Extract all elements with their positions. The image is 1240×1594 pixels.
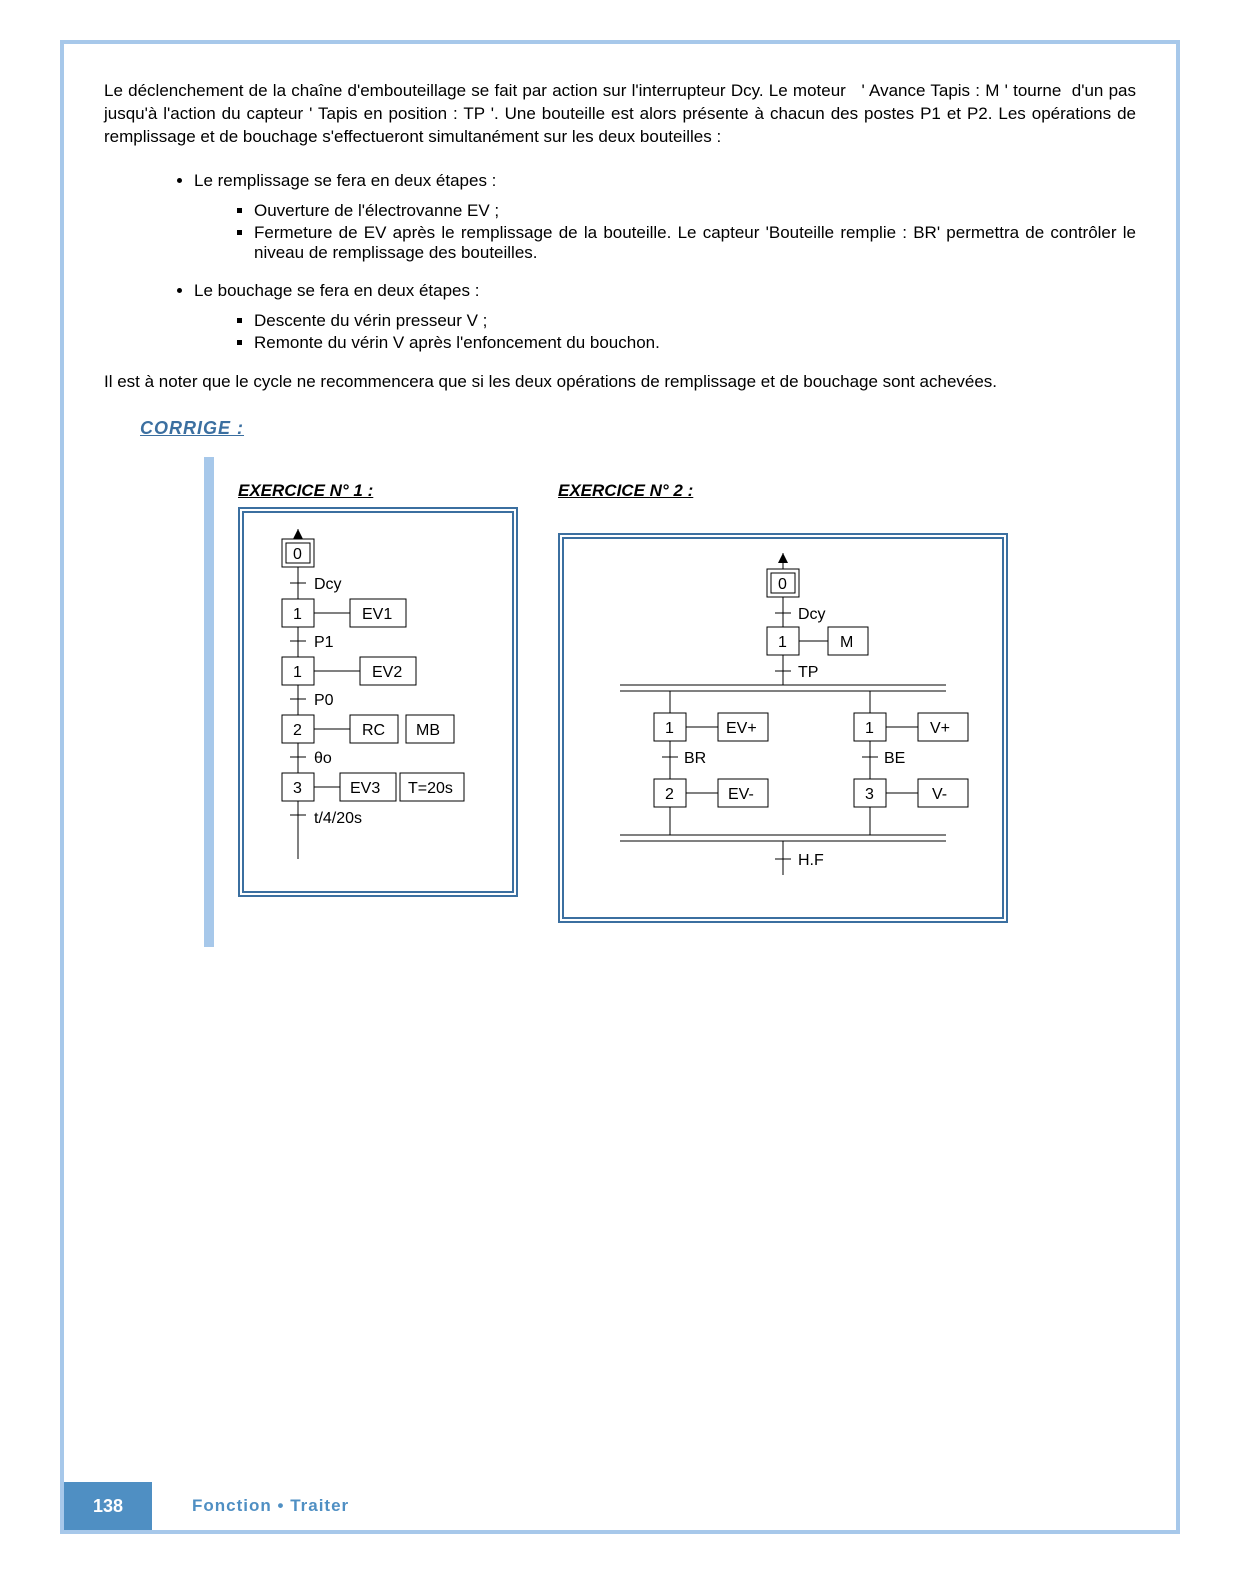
ex1-t-dcy: Dcy: [314, 576, 342, 593]
ex1-step-1a: 1: [293, 606, 302, 623]
corrige-heading: CORRIGE :: [140, 418, 1136, 439]
ex1-t-p1: P1: [314, 634, 334, 651]
ex2-step-r3: 3: [865, 786, 874, 803]
exercises-row: EXERCICE N° 1 : 0 Dcy: [238, 481, 1136, 923]
ex1-step-3: 3: [293, 780, 302, 797]
ex2-t-tp: TP: [798, 664, 818, 681]
list-level2-a: Ouverture de l'électrovanne EV ; Fermetu…: [254, 201, 1136, 263]
sub-b2: Remonte du vérin V après l'enfoncement d…: [254, 333, 1136, 353]
exercice-1: EXERCICE N° 1 : 0 Dcy: [238, 481, 518, 923]
grafcet-1-svg: 0 Dcy 1 EV1 P1: [240, 509, 516, 895]
ex2-step-0: 0: [778, 576, 787, 593]
sub-a1: Ouverture de l'électrovanne EV ;: [254, 201, 1136, 221]
list-level1: Le remplissage se fera en deux étapes : …: [194, 171, 1136, 263]
bullet-bouchage: Le bouchage se fera en deux étapes : Des…: [194, 281, 1136, 353]
grafcet-1-frame: 0 Dcy 1 EV1 P1: [238, 507, 518, 897]
ex1-a-ev3: EV3: [350, 780, 380, 797]
ex1-t-theta: θo: [314, 750, 332, 767]
grafcet-2-frame: 0 Dcy 1 M TP: [558, 533, 1008, 923]
ex1-title: EXERCICE N° 1 :: [238, 481, 373, 501]
ex2-title: EXERCICE N° 2 :: [558, 481, 693, 501]
paragraph-note: Il est à noter que le cycle ne recommenc…: [104, 371, 1136, 394]
ex1-a-rc: RC: [362, 722, 385, 739]
footer-traiter: Traiter: [290, 1496, 349, 1515]
ex2-a-evm: EV-: [728, 786, 754, 803]
ex1-step-0: 0: [293, 546, 302, 563]
sub-a2: Fermeture de EV après le remplissage de …: [254, 223, 1136, 263]
ex1-t-p0: P0: [314, 692, 334, 709]
page-frame: Le déclenchement de la chaîne d'emboutei…: [60, 40, 1180, 1534]
ex1-t-t4: t/4/20s: [314, 810, 362, 827]
ex2-a-vp: V+: [930, 720, 950, 737]
ex1-a-mb: MB: [416, 722, 440, 739]
ex1-a-t20: T=20s: [408, 780, 453, 797]
ex2-t-hf: H.F: [798, 852, 824, 869]
bullet-text-b: Le bouchage se fera en deux étapes :: [194, 281, 479, 300]
bullet-text: Le remplissage se fera en deux étapes :: [194, 171, 496, 190]
list-level2-b: Descente du vérin presseur V ; Remonte d…: [254, 311, 1136, 353]
paragraph-intro: Le déclenchement de la chaîne d'emboutei…: [104, 80, 1136, 149]
answers-block: EXERCICE N° 1 : 0 Dcy: [204, 457, 1136, 947]
ex2-t-br: BR: [684, 750, 706, 767]
bullet-remplissage: Le remplissage se fera en deux étapes : …: [194, 171, 1136, 263]
footer-text: Fonction • Traiter: [192, 1496, 349, 1516]
ex1-step-2: 2: [293, 722, 302, 739]
ex2-a-m: M: [840, 634, 853, 651]
ex2-a-vm: V-: [932, 786, 947, 803]
ex2-step-l1: 1: [665, 720, 674, 737]
ex2-t-be: BE: [884, 750, 905, 767]
ex2-a-evp: EV+: [726, 720, 757, 737]
ex2-step-r1: 1: [865, 720, 874, 737]
ex1-a-ev2: EV2: [372, 664, 402, 681]
ex2-step-1: 1: [778, 634, 787, 651]
footer-fonction: Fonction: [192, 1496, 272, 1515]
footer-dot-icon: •: [278, 1496, 285, 1515]
ex2-step-l2: 2: [665, 786, 674, 803]
ex1-step-1b: 1: [293, 664, 302, 681]
sub-b1: Descente du vérin presseur V ;: [254, 311, 1136, 331]
list-level1-b: Le bouchage se fera en deux étapes : Des…: [194, 281, 1136, 353]
ex2-t-dcy: Dcy: [798, 606, 826, 623]
page-number: 138: [64, 1482, 152, 1530]
page-footer: 138 Fonction • Traiter: [64, 1482, 1176, 1530]
ex1-a-ev1: EV1: [362, 606, 392, 623]
grafcet-2-svg: 0 Dcy 1 M TP: [560, 535, 1006, 921]
exercice-2: EXERCICE N° 2 : 0 Dcy: [558, 481, 1008, 923]
